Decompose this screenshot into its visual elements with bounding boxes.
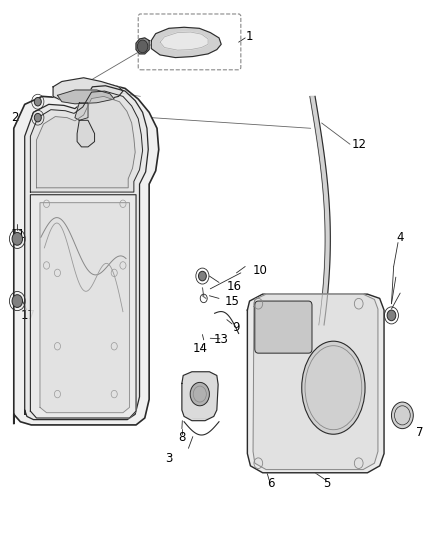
Polygon shape	[253, 294, 378, 470]
Polygon shape	[14, 83, 159, 425]
Circle shape	[138, 40, 148, 53]
Polygon shape	[53, 78, 123, 103]
FancyBboxPatch shape	[255, 301, 312, 353]
Polygon shape	[75, 103, 88, 120]
Polygon shape	[182, 372, 218, 421]
Text: 6: 6	[267, 477, 274, 490]
Ellipse shape	[302, 341, 365, 434]
Polygon shape	[310, 96, 330, 325]
Text: 8: 8	[178, 431, 186, 444]
Polygon shape	[247, 294, 384, 473]
Text: 3: 3	[165, 453, 173, 465]
Polygon shape	[25, 86, 148, 419]
Text: 17: 17	[20, 309, 35, 322]
Circle shape	[34, 98, 41, 106]
Polygon shape	[36, 96, 135, 188]
Polygon shape	[77, 120, 95, 147]
Text: 11: 11	[11, 228, 26, 241]
Text: 12: 12	[351, 138, 366, 151]
Circle shape	[392, 402, 413, 429]
Text: 7: 7	[416, 426, 424, 439]
Polygon shape	[30, 91, 143, 192]
Circle shape	[12, 232, 22, 245]
Text: 15: 15	[225, 295, 240, 308]
Polygon shape	[160, 32, 208, 50]
Text: 9: 9	[232, 321, 239, 334]
Circle shape	[198, 271, 206, 281]
Polygon shape	[136, 38, 149, 54]
Polygon shape	[30, 195, 136, 418]
Text: 14: 14	[192, 342, 207, 356]
Text: 13: 13	[214, 333, 229, 346]
Text: 10: 10	[253, 264, 268, 277]
Circle shape	[12, 295, 22, 308]
Polygon shape	[40, 203, 130, 413]
Circle shape	[34, 114, 41, 122]
Circle shape	[190, 382, 209, 406]
Text: 16: 16	[227, 280, 242, 293]
Polygon shape	[57, 90, 114, 104]
Text: 1: 1	[246, 30, 253, 43]
Text: 2: 2	[11, 111, 18, 124]
Circle shape	[387, 310, 396, 321]
Polygon shape	[151, 27, 221, 58]
Text: 4: 4	[396, 231, 404, 244]
Text: 5: 5	[324, 477, 331, 490]
